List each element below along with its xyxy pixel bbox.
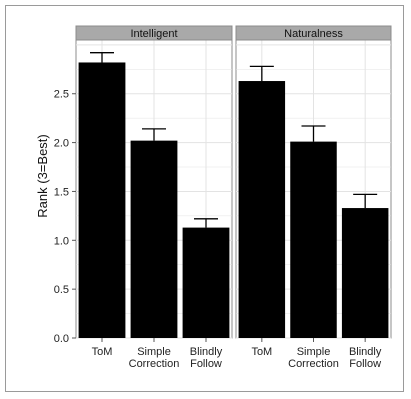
y-tick-label: 2.0 [54, 138, 69, 150]
facet-strip-label: Naturalness [284, 28, 343, 40]
bar [78, 62, 126, 338]
x-tick-label: Blindly [349, 346, 382, 358]
bar [182, 227, 230, 338]
bar [130, 140, 178, 338]
facet-strip [235, 25, 392, 41]
bar [341, 208, 389, 338]
facet-strip-label: Intelligent [130, 28, 177, 40]
x-tick-label: Correction [288, 358, 339, 370]
x-tick-label: ToM [251, 346, 272, 358]
bar [290, 141, 337, 338]
y-tick-label: 1.5 [54, 186, 69, 198]
x-tick-label: Follow [190, 358, 222, 370]
x-tick-label: Follow [349, 358, 381, 370]
y-tick-label: 0.0 [54, 333, 69, 345]
x-tick-label: Simple [137, 346, 171, 358]
y-axis-title: Rank (3=Best) [35, 134, 50, 217]
x-tick-label: Correction [129, 358, 180, 370]
y-tick-label: 1.0 [54, 235, 69, 247]
bar [238, 81, 286, 338]
x-tick-label: ToM [92, 346, 113, 358]
y-tick-label: 0.5 [54, 284, 69, 296]
y-tick-label: 2.5 [54, 89, 69, 101]
x-tick-label: Simple [297, 346, 331, 358]
x-tick-label: Blindly [190, 346, 223, 358]
facet-strip [75, 25, 233, 41]
